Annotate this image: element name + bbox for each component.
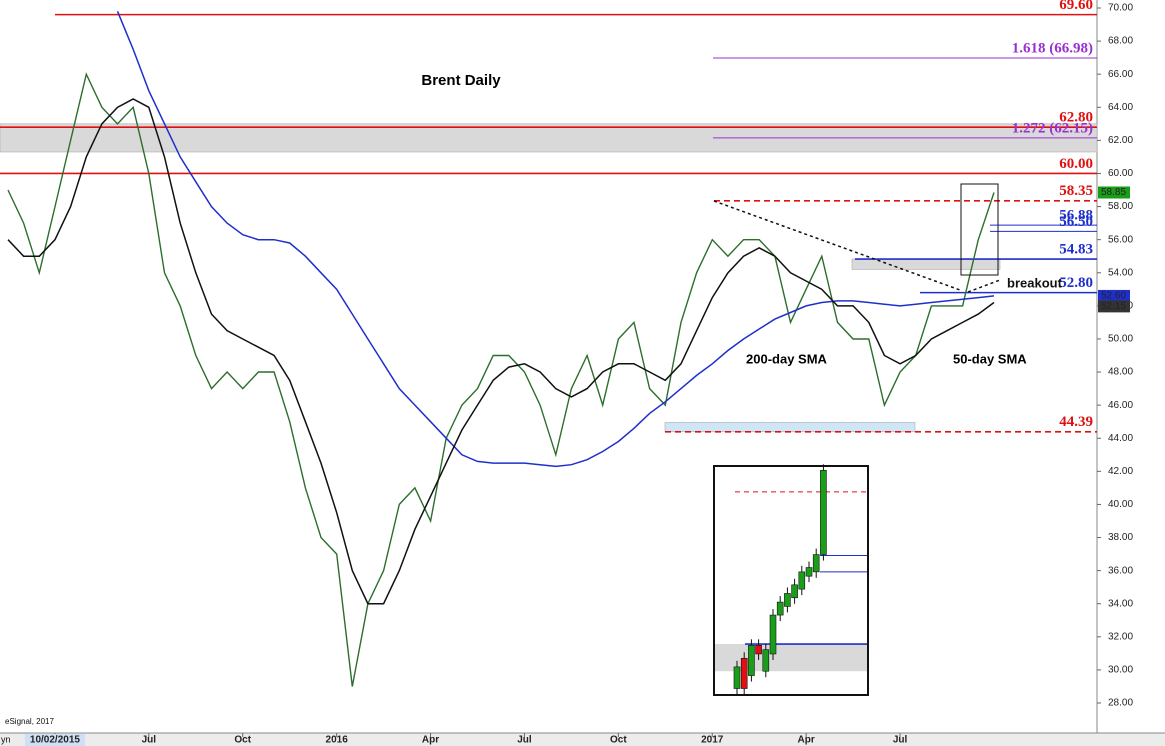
price-tag-label: 52.15 (1101, 301, 1126, 312)
y-tick-label: 38.00 (1108, 532, 1133, 543)
price-tag-label: 58.85 (1101, 187, 1126, 198)
x-tick-label: 2016 (326, 735, 349, 746)
price-tag-label: 52.60 (1101, 291, 1126, 302)
x-tick-label: Apr (798, 735, 815, 746)
y-tick-label: 44.00 (1108, 433, 1133, 444)
x-tick-label: Jul (517, 735, 532, 746)
inset-candle (820, 470, 827, 555)
level-label: 44.39 (1059, 414, 1093, 430)
inset-candle (740, 657, 748, 689)
y-tick-label: 70.00 (1108, 3, 1133, 14)
series (7, 11, 995, 687)
level-label: 56.88 (1059, 208, 1093, 224)
y-tick-label: 54.00 (1108, 267, 1133, 278)
chart-title: Brent Daily (421, 72, 501, 89)
y-tick-label: 60.00 (1108, 168, 1133, 179)
x-tick-label: Jul (893, 735, 908, 746)
x-tick-label: 2017 (701, 735, 724, 746)
y-tick-label: 30.00 (1108, 665, 1133, 676)
y-tick-label: 50.00 (1108, 334, 1133, 345)
y-tick-label: 58.00 (1108, 201, 1133, 212)
level-label: 58.35 (1059, 183, 1093, 199)
highlight-box (960, 183, 999, 276)
x-tick-label: Oct (234, 735, 251, 746)
inset-candle (784, 593, 791, 607)
y-tick-label: 46.00 (1108, 400, 1133, 411)
sma-label: 50-day SMA (953, 351, 1027, 366)
y-tick-label: 42.00 (1108, 466, 1133, 477)
zone (851, 258, 1001, 270)
x-tick-label: Apr (422, 735, 439, 746)
level-label: 60.00 (1059, 156, 1093, 172)
zone (664, 422, 916, 433)
levels: 69.60 1.618 (66.98) 62.801.272 (62.15) 60.0… (0, 0, 1097, 433)
sma-line (116, 11, 995, 468)
level-label: 56.50 (1059, 214, 1093, 230)
y-tick-label: 32.00 (1108, 631, 1133, 642)
x-tick-label: 10/02/2015 (30, 735, 80, 746)
date-cursor-box (24, 734, 85, 746)
sma-label: 200-day SMA (746, 351, 828, 366)
level-label: 69.60 (1059, 0, 1093, 13)
y-tick-label: 36.00 (1108, 565, 1133, 576)
level-label: 52.80 (1059, 275, 1093, 291)
y-tick-label: 40.00 (1108, 499, 1133, 510)
inset-candle (776, 601, 784, 616)
x-axis-strip (0, 733, 1165, 746)
y-tick-label: 48.00 (1108, 367, 1133, 378)
inset-candle (812, 554, 820, 573)
x-tick-label: Oct (610, 735, 627, 746)
x-tick-label: Jul (142, 735, 157, 746)
annotation: yn (1, 734, 11, 744)
trend-line (713, 200, 961, 291)
level-label: 54.83 (1059, 241, 1093, 257)
inset-candle (798, 571, 806, 590)
axes: 28.00 30.00 32.00 34.00 36.00 38.00 40.00 42.00… (1, 3, 1133, 746)
level-label: 1.618 (66.98) (1012, 40, 1093, 56)
price-line (7, 72, 995, 687)
annotation: eSignal, 2017 (5, 717, 54, 726)
inset-candle (805, 567, 813, 577)
sma-line (7, 98, 995, 605)
annotation: breakout (1007, 275, 1063, 290)
inset-candle (769, 614, 777, 655)
price-tag (1098, 289, 1130, 302)
y-tick-label: 62.00 (1108, 135, 1133, 146)
y-tick-label: 28.00 (1108, 698, 1133, 709)
y-tick-label: 34.00 (1108, 598, 1133, 609)
inset-candle (733, 666, 741, 689)
inset-candle (755, 645, 762, 655)
level-label: 1.272 (62.15) (1012, 120, 1093, 136)
level-label: 62.80 (1059, 110, 1093, 126)
price-tag (1098, 186, 1130, 199)
inset-candle (791, 584, 798, 599)
y-tick-label: 66.00 (1108, 69, 1133, 80)
inset (713, 464, 869, 696)
inset-candle (762, 649, 770, 672)
price-tag (1098, 300, 1130, 313)
y-tick-label: 56.00 (1108, 234, 1133, 245)
y-tick-label: 68.00 (1108, 36, 1133, 47)
y-tick-label: 64.00 (1108, 102, 1133, 113)
inset-zone (715, 644, 867, 672)
inset-candle (748, 645, 755, 676)
